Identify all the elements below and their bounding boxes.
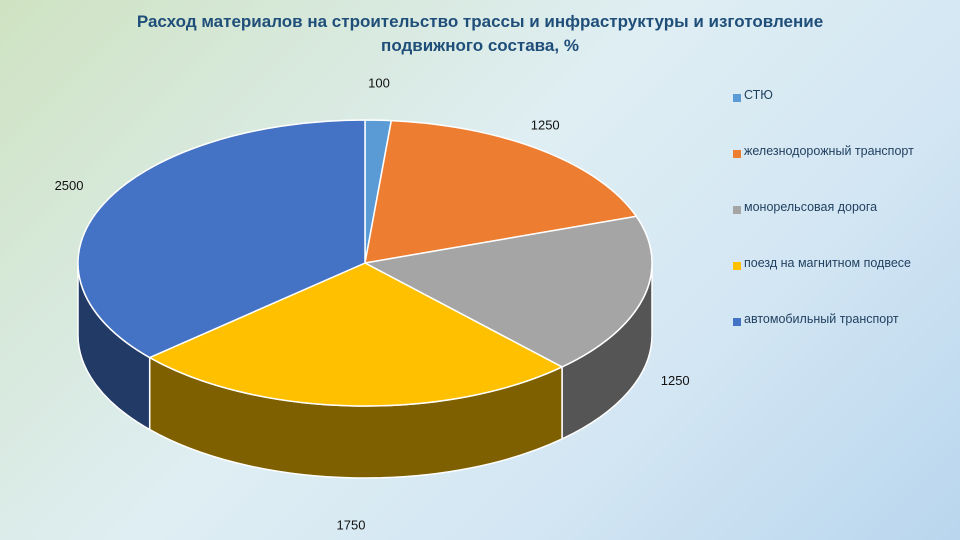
legend-label: автомобильный транспорт (744, 312, 899, 326)
data-label-3: 1750 (337, 517, 366, 532)
legend-label: поезд на магнитном подвесе (744, 256, 911, 270)
data-labels: 100 1250 1250 1750 2500 (55, 76, 690, 533)
legend-item: поезд на магнитном подвесе (733, 256, 958, 312)
legend-item: СТЮ (733, 88, 958, 144)
chart-title-line-2: подвижного состава, % (381, 36, 579, 55)
chart-title-line-1: Расход материалов на строительство трасс… (136, 12, 824, 31)
pie-slice-4 (77, 119, 366, 359)
legend-label: железнодорожный транспорт (744, 144, 914, 158)
legend-swatch (733, 318, 741, 326)
pie-slices (77, 119, 653, 407)
data-label-0: 100 (368, 76, 390, 91)
data-label-1: 1250 (531, 118, 560, 133)
legend: СТЮ железнодорожный транспорт монорельсо… (733, 88, 958, 368)
legend-swatch (733, 206, 741, 214)
chart-title: Расход материалов на строительство трасс… (60, 10, 900, 58)
legend-swatch (733, 94, 741, 102)
pie-slice-3 (148, 262, 564, 407)
legend-label: СТЮ (744, 88, 773, 102)
legend-swatch (733, 150, 741, 158)
legend-label: монорельсовая дорога (744, 200, 878, 214)
legend-item: автомобильный транспорт (733, 312, 958, 368)
legend-swatch (733, 262, 741, 270)
data-label-4: 2500 (55, 178, 84, 193)
legend-item: железнодорожный транспорт (733, 144, 958, 200)
pie-slice-2 (362, 215, 653, 368)
data-label-2: 1250 (661, 373, 690, 388)
legend-item: монорельсовая дорога (733, 200, 958, 256)
